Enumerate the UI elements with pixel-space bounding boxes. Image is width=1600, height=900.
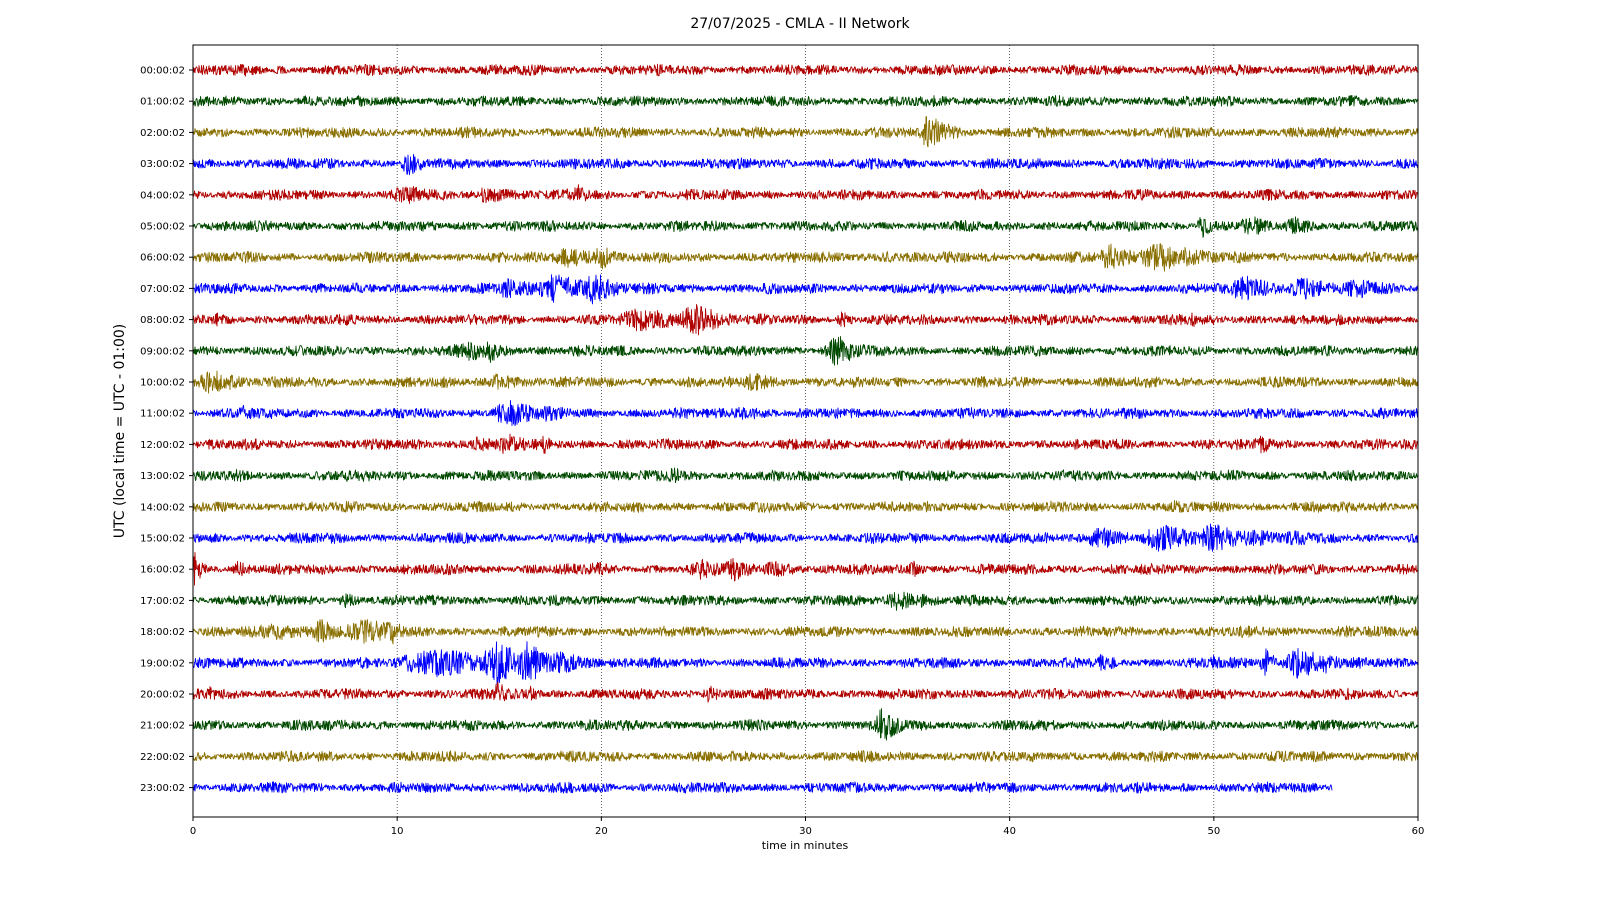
trace-190002 [192,641,1419,685]
trace-000002 [192,63,1419,77]
y-tick-label: 02:00:02 [140,128,185,139]
trace-110002 [192,399,1419,427]
x-tick-label: 40 [1003,826,1016,837]
trace-100002 [192,370,1419,394]
y-tick-label: 20:00:02 [140,690,185,701]
trace-120002 [192,433,1419,455]
trace-010002 [192,95,1419,108]
y-tick-label: 00:00:02 [140,66,185,77]
x-tick-label: 30 [799,826,812,837]
y-tick-label: 04:00:02 [140,190,185,201]
x-tick-label: 50 [1207,826,1220,837]
trace-170002 [192,591,1419,611]
y-tick-label: 03:00:02 [140,159,185,170]
x-tick-labels: 0 10 20 30 40 50 60 [190,817,1425,837]
trace-200002 [192,682,1419,703]
traces [192,63,1419,794]
y-tick-label: 10:00:02 [140,378,185,389]
trace-020002 [192,115,1419,148]
trace-210002 [192,708,1419,741]
x-tick-label: 60 [1412,826,1425,837]
y-tick-label: 17:00:02 [140,596,185,607]
y-tick-label: 07:00:02 [140,284,185,295]
y-tick-label: 12:00:02 [140,440,185,451]
trace-070002 [192,274,1419,305]
trace-140002 [192,500,1419,513]
trace-220002 [192,750,1419,763]
y-tick-label: 05:00:02 [140,222,185,233]
y-tick-label: 09:00:02 [140,346,185,357]
y-tick-label: 08:00:02 [140,315,185,326]
trace-040002 [192,184,1419,204]
y-tick-label: 15:00:02 [140,534,185,545]
x-tick-label: 0 [190,826,196,837]
trace-060002 [192,243,1419,272]
y-axis-label: UTC (local time = UTC - 01:00) [112,324,128,539]
trace-090002 [192,336,1419,366]
y-tick-label: 06:00:02 [140,253,185,264]
y-tick-label: 18:00:02 [140,627,185,638]
y-tick-label: 01:00:02 [140,97,185,108]
x-axis-label: time in minutes [762,839,849,852]
y-tick-label: 23:00:02 [140,783,185,794]
y-tick-label: 21:00:02 [140,721,185,732]
y-tick-label: 13:00:02 [140,471,185,482]
y-tick-label: 16:00:02 [140,565,185,576]
y-tick-label: 19:00:02 [140,658,185,669]
y-tick-label: 14:00:02 [140,502,185,513]
y-tick-label: 22:00:02 [140,752,185,763]
trace-030002 [192,154,1419,176]
trace-230002 [192,781,1333,794]
y-tick-labels: 00:00:02 01:00:02 02:00:02 03:00:02 04:00:02… [140,66,193,794]
trace-150002 [192,523,1419,552]
y-tick-label: 11:00:02 [140,409,185,420]
trace-050002 [192,216,1419,238]
trace-130002 [192,467,1419,484]
chart-title: 27/07/2025 - CMLA - II Network [690,16,910,32]
trace-080002 [192,304,1418,336]
trace-180002 [192,618,1419,645]
trace-160002 [192,552,1419,586]
x-tick-label: 10 [391,826,404,837]
x-tick-label: 20 [595,826,608,837]
